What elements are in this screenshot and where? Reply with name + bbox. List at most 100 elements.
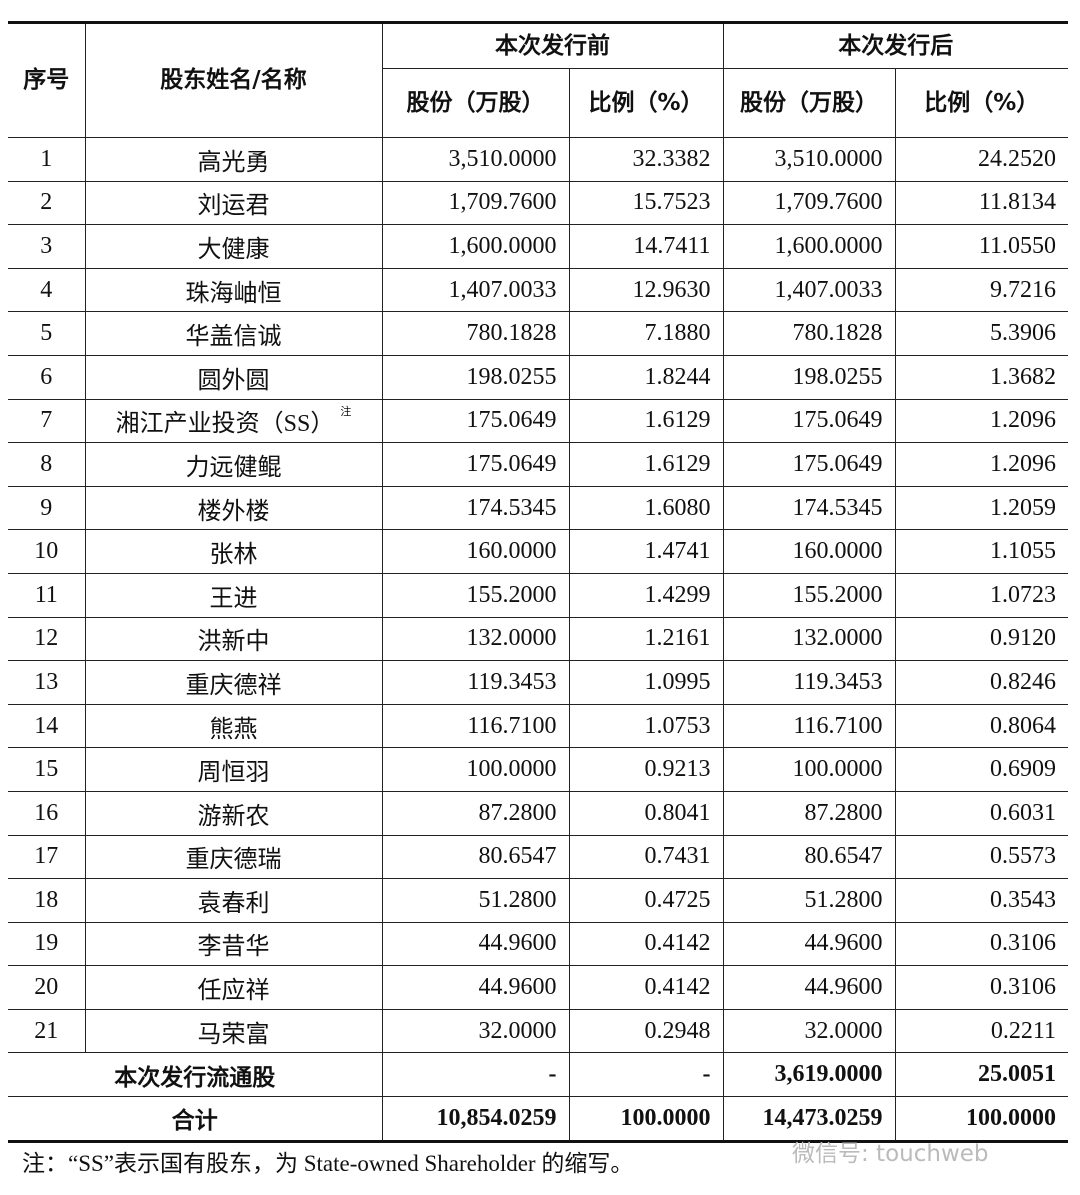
sb-cell: 100.0000 [381,747,570,792]
sa-cell: 14,473.0259 [722,1096,896,1143]
shareholder-table: 序号 股东姓名/名称 本次发行前 本次发行后 股份（万股） 比例（%） 股份（万… [8,21,1068,1143]
rb-cell: 12.9630 [568,267,724,313]
rb-cell: 0.2948 [568,1008,724,1054]
shareholder-name: 洪新中 [197,629,270,656]
ra-cell: 0.3543 [894,878,1068,923]
sa-cell: 175.0649 [722,442,896,487]
sa-cell: 80.6547 [722,834,896,880]
seq-cell: 21 [8,1008,86,1054]
name-cell: 重庆德瑞 [84,834,383,880]
name-cell: 重庆德祥 [84,660,383,705]
sb-cell: 174.5345 [381,485,570,531]
ra-cell: 1.3682 [894,354,1068,400]
header-after: 本次发行后 [722,21,1068,69]
sb-cell: 160.0000 [381,529,570,574]
table-row: 19 李昔华 44.9600 0.4142 44.9600 0.3106 [8,921,1068,967]
name-cell: 圆外圆 [84,354,383,400]
sa-cell: 1,407.0033 [722,267,896,313]
rb-cell: 0.4142 [568,965,724,1010]
sb-cell: 780.1828 [381,311,570,356]
ra-cell: 0.9120 [894,616,1068,662]
ra-cell: 1.2096 [894,442,1068,487]
name-cell: 游新农 [84,790,383,836]
shareholder-name: 李昔华 [197,934,270,961]
shareholder-name: 马荣富 [197,1021,270,1048]
ra-cell: 0.2211 [894,1008,1068,1054]
table-row: 13 重庆德祥 119.3453 1.0995 119.3453 0.8246 [8,660,1068,705]
sb-cell: 155.2000 [381,572,570,618]
table-row: 7 湘江产业投资（SS）注 175.0649 1.6129 175.0649 1.2096 [8,398,1068,444]
ra-cell: 0.5573 [894,834,1068,880]
name-cell: 熊燕 [84,703,383,749]
name-cell: 湘江产业投资（SS） 注 [84,398,383,444]
shareholder-name: 游新农 [197,803,270,830]
header-ratio-before: 比例（%） [568,68,724,138]
table-row: 5 华盖信诚 780.1828 7.1880 780.1828 5.3906 [8,311,1068,356]
table-row: 3 大健康 1,600.0000 14.7411 1,600.0000 11.0550 [8,224,1068,269]
sa-cell: 780.1828 [722,311,896,356]
sa-cell: 1,600.0000 [722,224,896,269]
name-cell: 大健康 [84,224,383,269]
ra-cell: 9.7216 [894,267,1068,313]
shareholder-name: 重庆德祥 [185,672,282,699]
ra-cell: 100.0000 [894,1096,1068,1143]
rb-cell: - [568,1052,724,1098]
table-row: 18 袁春利 51.2800 0.4725 51.2800 0.3543 [8,878,1068,923]
shareholder-name: 重庆德瑞 [185,847,282,874]
seq-cell: 12 [8,616,86,662]
seq-cell: 6 [8,354,86,400]
ra-cell: 11.0550 [894,224,1068,269]
rb-cell: 1.4741 [568,529,724,574]
table-row: 9 楼外楼 174.5345 1.6080 174.5345 1.2059 [8,485,1068,531]
seq-cell: 18 [8,878,86,923]
table-row: 6 圆外圆 198.0255 1.8244 198.0255 1.3682 [8,354,1068,400]
name-cell: 袁春利 [84,878,383,923]
table-row: 20 任应祥 44.9600 0.4142 44.9600 0.3106 [8,965,1068,1010]
shareholder-name: 熊燕 [209,716,258,743]
table-row: 12 洪新中 132.0000 1.2161 132.0000 0.9120 [8,616,1068,662]
sa-cell: 174.5345 [722,485,896,531]
seq-cell: 3 [8,224,86,269]
seq-cell: 19 [8,921,86,967]
ra-cell: 0.8064 [894,703,1068,749]
shareholder-name: 袁春利 [197,890,270,917]
sa-cell: 116.7100 [722,703,896,749]
seq-cell: 14 [8,703,86,749]
sb-cell: 1,709.7600 [381,180,570,226]
name-cell: 刘运君 [84,180,383,226]
seq-cell: 2 [8,180,86,226]
name-cell: 马荣富 [84,1008,383,1054]
sb-cell: 80.6547 [381,834,570,880]
sa-cell: 51.2800 [722,878,896,923]
header-name: 股东姓名/名称 [84,21,383,138]
rb-cell: 1.4299 [568,572,724,618]
shareholder-name: 周恒羽 [197,760,270,787]
shareholder-name: 王进 [209,585,258,612]
sb-cell: 44.9600 [381,965,570,1010]
sa-cell: 44.9600 [722,965,896,1010]
sb-cell: 3,510.0000 [381,137,570,182]
table-row: 10 张林 160.0000 1.4741 160.0000 1.1055 [8,529,1068,574]
table-row: 14 熊燕 116.7100 1.0753 116.7100 0.8064 [8,703,1068,749]
table-row: 8 力远健鲲 175.0649 1.6129 175.0649 1.2096 [8,442,1068,487]
rb-cell: 0.9213 [568,747,724,792]
name-cell: 华盖信诚 [84,311,383,356]
sa-cell: 3,510.0000 [722,137,896,182]
sa-cell: 119.3453 [722,660,896,705]
sb-cell: 32.0000 [381,1008,570,1054]
sb-cell: 1,407.0033 [381,267,570,313]
sb-cell: 44.9600 [381,921,570,967]
table-row: 1 高光勇 3,510.0000 32.3382 3,510.0000 24.2520 [8,137,1068,182]
seq-cell: 16 [8,790,86,836]
watermark: 微信号: touchweb [792,1141,989,1167]
shareholder-name: 楼外楼 [197,498,270,525]
seq-cell: 17 [8,834,86,880]
table-row: 16 游新农 87.2800 0.8041 87.2800 0.6031 [8,790,1068,836]
ra-cell: 24.2520 [894,137,1068,182]
seq-cell: 13 [8,660,86,705]
ra-cell: 0.8246 [894,660,1068,705]
summary-label: 本次发行流通股 [8,1052,383,1098]
sb-cell: 198.0255 [381,354,570,400]
sb-cell: - [381,1052,570,1098]
table-row: 21 马荣富 32.0000 0.2948 32.0000 0.2211 [8,1008,1068,1054]
